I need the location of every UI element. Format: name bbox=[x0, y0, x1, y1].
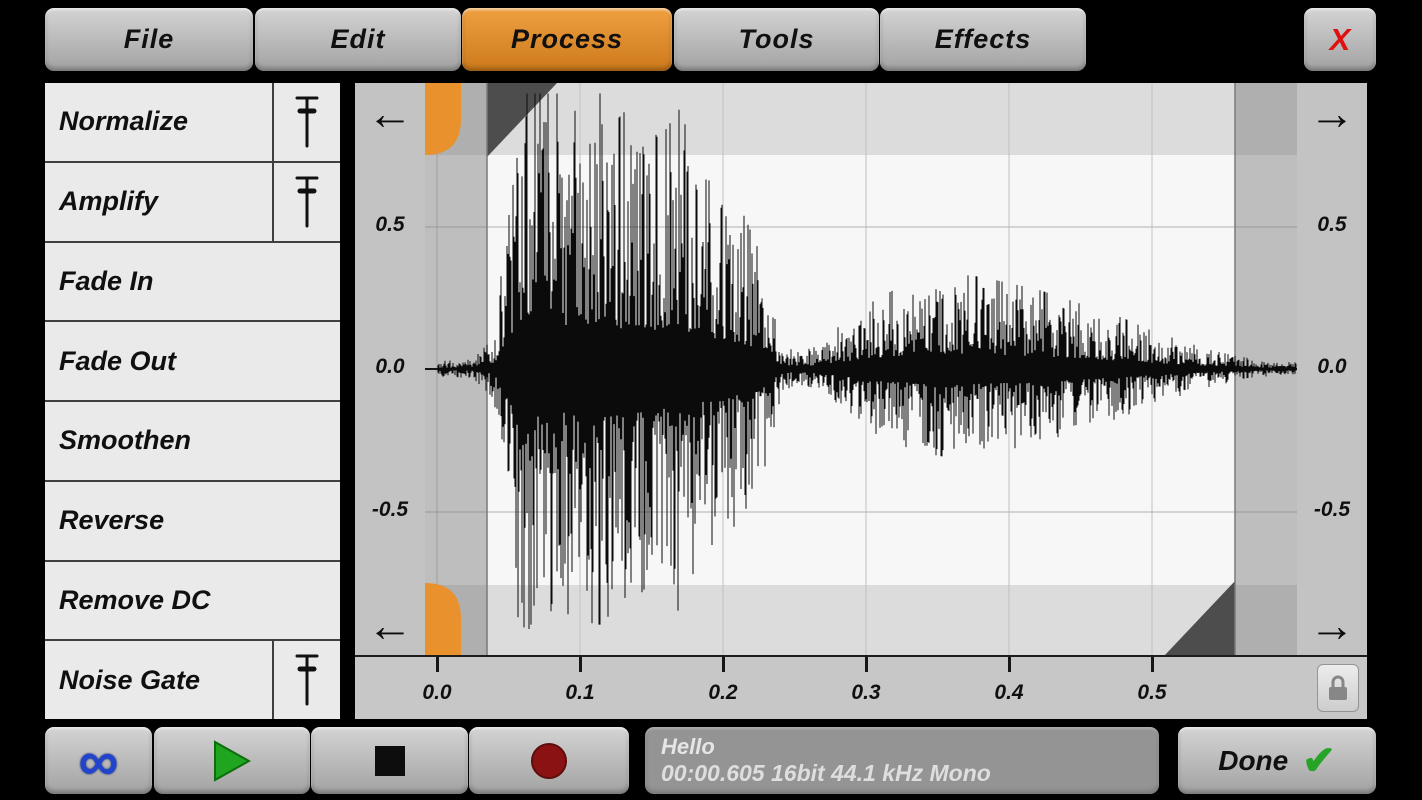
menu-process-label: Process bbox=[510, 24, 624, 54]
record-icon bbox=[531, 742, 567, 779]
time-tick-label: 0.1 bbox=[565, 681, 595, 704]
y-axis-label: 0.0 bbox=[1317, 355, 1347, 378]
y-axis-label: -0.5 bbox=[1313, 498, 1351, 521]
scroll-right-bottom-button[interactable]: → bbox=[1309, 599, 1355, 651]
plot-top-margin bbox=[425, 83, 1297, 155]
record-button[interactable] bbox=[469, 727, 629, 794]
time-tick: 0.0 bbox=[407, 657, 467, 719]
scroll-left-bottom-button[interactable]: ← bbox=[367, 599, 413, 651]
y-axis-label: 0.0 bbox=[375, 355, 405, 378]
time-tick: 0.3 bbox=[836, 657, 896, 719]
sidebar-item-noise-gate[interactable]: Noise Gate bbox=[45, 641, 340, 719]
infinity-loop-icon: ∞ bbox=[78, 728, 119, 792]
time-tick-label: 0.4 bbox=[994, 681, 1024, 704]
menu-tools-button[interactable]: Tools bbox=[674, 8, 879, 71]
waveform-trace bbox=[437, 93, 1297, 629]
loop-button[interactable]: ∞ bbox=[45, 727, 152, 794]
selection-handle-bottom-left[interactable] bbox=[425, 583, 461, 655]
file-format-label: 00:00.605 16bit 44.1 kHz Mono bbox=[661, 760, 991, 786]
scroll-column-right: → 0.5 0.0 -0.5 → bbox=[1297, 83, 1367, 655]
menu-tools-label: Tools bbox=[738, 24, 815, 54]
y-axis-label: 0.5 bbox=[1317, 213, 1347, 236]
scroll-right-top-button[interactable]: → bbox=[1309, 87, 1355, 139]
time-tick: 0.5 bbox=[1122, 657, 1182, 719]
sidebar-item-label: Noise Gate bbox=[59, 664, 201, 695]
time-tick-label: 0.0 bbox=[422, 681, 452, 704]
time-tick: 0.2 bbox=[693, 657, 753, 719]
scroll-left-top-button[interactable]: ← bbox=[367, 87, 413, 139]
sidebar-item-reverse[interactable]: Reverse bbox=[45, 482, 340, 562]
menu-file-label: File bbox=[123, 24, 175, 54]
done-button[interactable]: Done ✔ bbox=[1178, 727, 1376, 794]
sidebar-item-label: Fade In bbox=[59, 265, 154, 296]
check-icon: ✔ bbox=[1302, 738, 1336, 783]
waveform-plot[interactable] bbox=[425, 83, 1297, 655]
fader-icon[interactable] bbox=[272, 162, 340, 241]
fader-icon[interactable] bbox=[272, 641, 340, 719]
sidebar-item-label: Amplify bbox=[59, 186, 159, 217]
sidebar-item-fade-in[interactable]: Fade In bbox=[45, 243, 340, 323]
y-axis-label: 0.5 bbox=[375, 213, 405, 236]
play-icon bbox=[214, 739, 251, 782]
fader-icon[interactable] bbox=[272, 83, 340, 161]
sidebar-item-smoothen[interactable]: Smoothen bbox=[45, 402, 340, 482]
time-tick: 0.4 bbox=[979, 657, 1039, 719]
menu-edit-button[interactable]: Edit bbox=[255, 8, 461, 71]
sidebar-item-amplify[interactable]: Amplify bbox=[45, 162, 340, 243]
menu-effects-label: Effects bbox=[934, 24, 1032, 54]
menu-edit-label: Edit bbox=[330, 24, 386, 54]
sidebar-item-remove-dc[interactable]: Remove DC bbox=[45, 562, 340, 642]
time-tick-label: 0.5 bbox=[1137, 681, 1167, 704]
play-button[interactable] bbox=[154, 727, 310, 794]
sidebar-item-label: Smoothen bbox=[59, 425, 191, 456]
sidebar-item-label: Reverse bbox=[59, 505, 165, 536]
close-icon: X bbox=[1329, 21, 1351, 57]
scroll-column-left: ← 0.5 0.0 -0.5 ← bbox=[355, 83, 425, 655]
sidebar-item-fade-out[interactable]: Fade Out bbox=[45, 322, 340, 402]
status-panel: Hello 00:00.605 16bit 44.1 kHz Mono bbox=[645, 727, 1159, 794]
sidebar-item-label: Normalize bbox=[59, 106, 189, 137]
done-label: Done bbox=[1218, 744, 1289, 776]
close-button[interactable]: X bbox=[1304, 8, 1376, 71]
file-name-label: Hello bbox=[661, 734, 715, 759]
menu-process-button[interactable]: Process bbox=[462, 8, 672, 71]
menu-effects-button[interactable]: Effects bbox=[880, 8, 1086, 71]
stop-button[interactable] bbox=[311, 727, 468, 794]
waveform-canvas[interactable] bbox=[425, 83, 1297, 655]
lock-button[interactable] bbox=[1317, 664, 1359, 712]
plot-bottom-margin bbox=[425, 585, 1297, 655]
sidebar-item-label: Remove DC bbox=[59, 584, 211, 615]
lock-icon bbox=[1329, 675, 1347, 700]
menu-file-button[interactable]: File bbox=[45, 8, 253, 71]
selection-end-marker[interactable] bbox=[1165, 581, 1235, 655]
time-tick-label: 0.2 bbox=[708, 681, 738, 704]
process-sidebar: Normalize Amplify Fade In Fade Out Smoot… bbox=[45, 83, 340, 719]
sidebar-item-normalize[interactable]: Normalize bbox=[45, 83, 340, 163]
sidebar-item-label: Fade Out bbox=[59, 345, 177, 376]
time-ruler[interactable]: 0.0 0.1 0.2 0.3 0.4 0.5 bbox=[355, 655, 1367, 719]
y-axis-label: -0.5 bbox=[371, 498, 409, 521]
time-tick-label: 0.3 bbox=[851, 681, 881, 704]
time-tick: 0.1 bbox=[550, 657, 610, 719]
stop-icon bbox=[374, 745, 405, 776]
selection-handle-top-left[interactable] bbox=[425, 83, 461, 155]
